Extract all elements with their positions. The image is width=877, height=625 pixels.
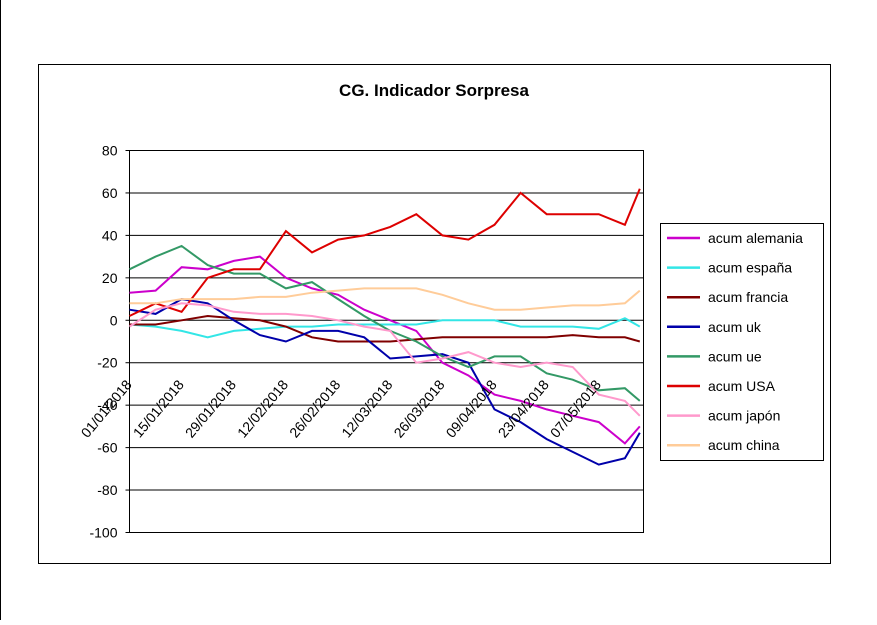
legend-label: acum ue (708, 348, 762, 364)
y-tick-label: 0 (110, 312, 118, 328)
legend-label: acum china (708, 437, 780, 453)
legend-label: acum españa (708, 260, 792, 276)
series-line (129, 314, 641, 343)
series-line (129, 255, 641, 445)
legend-label: acum uk (708, 319, 762, 335)
grid (125, 150, 644, 533)
chart-title: CG. Indicador Sorpresa (339, 81, 529, 100)
series-line (129, 287, 641, 311)
y-tick-label: 20 (102, 270, 118, 286)
y-tick-label: -60 (97, 440, 117, 456)
legend-label: acum francia (708, 289, 788, 305)
y-tick-label: -80 (97, 482, 117, 498)
legend-label: acum alemania (708, 230, 803, 246)
y-tick-label: 60 (102, 185, 118, 201)
series-line (128, 302, 641, 417)
series-line (129, 317, 641, 339)
legend-label: acum japón (708, 408, 780, 424)
series-lines (128, 188, 641, 466)
y-tick-label: -100 (89, 525, 117, 541)
y-tick-label: -40 (97, 397, 117, 413)
y-tick-label: 80 (102, 143, 118, 159)
series-line (129, 188, 641, 317)
y-tick-label: -20 (97, 355, 117, 371)
legend (660, 223, 824, 461)
legend-label: acum USA (708, 378, 776, 394)
series-line (129, 298, 641, 466)
y-tick-label: 40 (102, 227, 118, 243)
